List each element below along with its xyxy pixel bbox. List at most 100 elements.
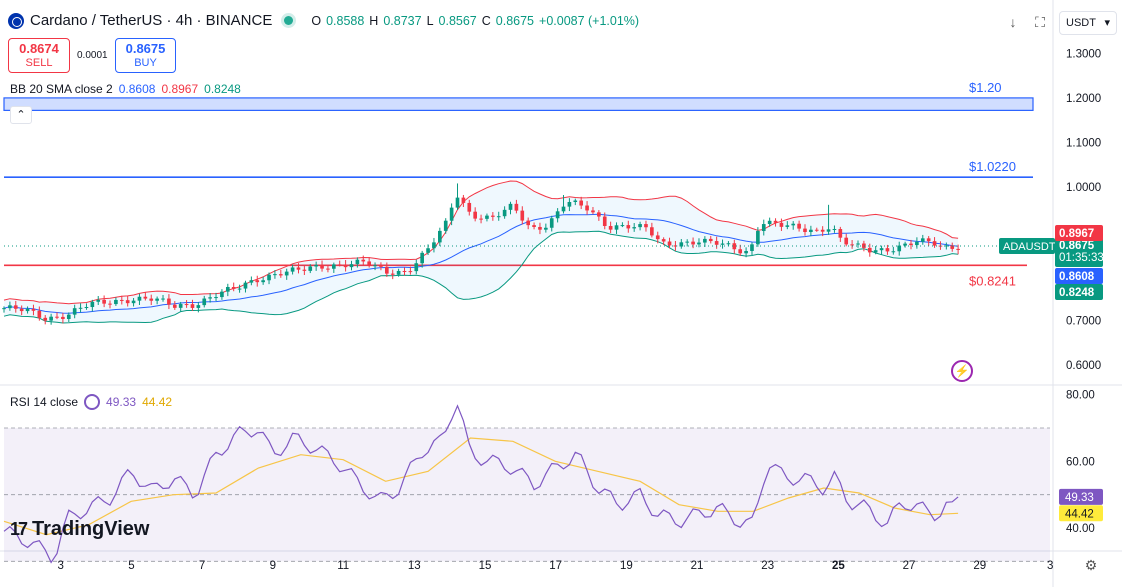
candle-body [396,270,401,275]
candle-body [61,316,65,319]
candle-body [697,242,701,245]
candle-body [862,243,866,248]
candle-body [390,273,395,275]
candle-body [208,297,212,299]
candle-body [19,308,24,312]
candle-body [738,249,743,254]
buy-button[interactable]: 0.8675 BUY [115,38,176,73]
time-axis-tick-label: 5 [128,560,134,572]
candle-body [273,274,277,276]
candle-body [744,250,748,254]
bb-legend[interactable]: BB 20 SMA close 2 0.8608 0.8967 0.8248 [10,82,241,96]
candle-body [267,274,271,281]
rsi-value-tag [1059,488,1103,505]
candle-body [8,305,12,309]
ohlc-readout: O 0.8588 H 0.8737 L 0.8567 C 0.8675 +0.0087 … [311,13,640,28]
candle-body [119,299,124,301]
candle-body [555,211,560,219]
sell-button[interactable]: 0.8674 SELL [8,38,70,73]
candle-body [873,250,878,253]
candle-body [809,229,813,233]
candle-body [408,271,413,273]
candle-body [591,210,595,213]
candle-body [420,252,424,264]
bb-lower-line [3,230,959,324]
candle-body [172,304,177,308]
symbol-price-tag [999,238,1055,255]
candle-body [714,241,719,245]
candle-body [426,248,430,253]
buy-label: BUY [134,57,157,69]
rsi-axis-tick-label: 40.00 [1066,523,1095,535]
candle-body [373,265,377,267]
last-price-tag [1055,237,1103,268]
candle-body [832,229,837,231]
candle-body [544,227,548,230]
horizontal-level-label: $0.8241 [969,273,1016,288]
candle-body [261,280,265,283]
time-axis-tick-label: 9 [270,560,276,572]
candle-body [78,307,83,309]
bb-lower-tag [1055,284,1103,301]
candle-body [31,308,36,311]
candle-body [661,239,666,242]
time-axis-tick-label: 11 [337,560,349,572]
candle-body [131,300,136,304]
candle-body [879,248,884,251]
candle-body [814,229,819,231]
candle-body [844,237,849,245]
time-axis-tick-label: 19 [620,560,633,572]
price-axis-tick-label: 1.0000 [1066,182,1101,194]
candle-body [84,307,89,309]
settings-gear-icon[interactable]: ⚙ [1084,557,1098,573]
candle-body [55,316,59,318]
candle-body [438,230,442,243]
candle-body [331,264,336,269]
time-axis-tick-label: 7 [199,560,205,572]
lightning-event-icon[interactable]: ⚡ [951,360,973,382]
symbol-price-tag-text: ADAUSDT [1003,241,1056,253]
fullscreen-icon[interactable]: ⛶ [1035,14,1045,30]
spread-value: 0.0001 [77,50,108,61]
candle-body [726,243,731,245]
time-axis-tick-label: 17 [549,560,562,572]
tradingview-logo[interactable]: 17 TradingView [10,518,149,541]
bb-upper-tag-text: 0.8967 [1059,228,1094,240]
candle-body [432,242,436,249]
candle-body [237,288,242,290]
candle-body [443,220,448,231]
candle-body [2,308,6,310]
sell-price: 0.8674 [19,41,59,56]
sell-label: SELL [25,57,53,69]
candle-body [167,298,171,305]
rsi-axis-tick-label: 80.00 [1066,390,1095,402]
candle-body [502,209,507,217]
candle-body [72,308,77,315]
candle-body [932,241,937,246]
candle-body [249,280,254,283]
candle-body [926,238,931,242]
rsi-legend[interactable]: RSI 14 close 49.33 44.42 [10,394,172,410]
candle-body [225,287,230,292]
candle-body [379,265,383,267]
candle-body [626,225,631,229]
candle-body [708,238,713,242]
collapse-chevron-up-icon[interactable]: ⌃ [10,106,32,124]
candle-body [944,245,949,247]
candle-body [791,223,796,226]
rsi-ma-value: 44.42 [142,395,173,409]
candle-body [614,225,619,230]
symbol-title[interactable]: Cardano / TetherUS · 4h · BINANCE [30,12,273,29]
currency-select[interactable]: USDT ▾ [1059,11,1117,35]
candle-body [125,300,130,304]
candle-body [538,226,542,230]
tradingview-mark-icon: 17 [10,519,28,539]
download-arrow-icon[interactable]: ↓ [1009,14,1017,30]
candle-body [149,298,154,301]
candle-body [90,301,95,308]
candle-body [361,259,366,262]
rsi-axis-tick-label: 60.00 [1066,456,1095,468]
candle-body [797,223,801,229]
bb-legend-name: BB 20 SMA close 2 [10,82,113,96]
